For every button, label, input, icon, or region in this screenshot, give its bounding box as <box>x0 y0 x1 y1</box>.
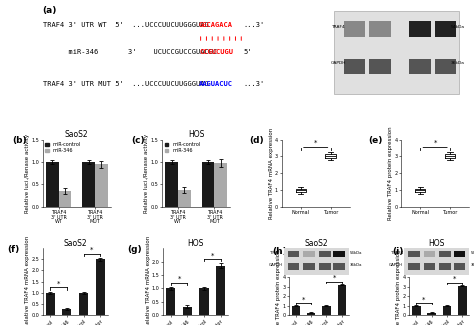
Bar <box>95 164 108 207</box>
Bar <box>96 259 105 315</box>
FancyBboxPatch shape <box>410 59 431 74</box>
Text: (b): (b) <box>12 136 27 145</box>
Text: 36kDa: 36kDa <box>451 61 465 65</box>
Bar <box>202 162 215 207</box>
FancyBboxPatch shape <box>334 11 459 94</box>
Text: *: * <box>90 247 93 253</box>
FancyBboxPatch shape <box>344 21 365 37</box>
Text: (i): (i) <box>392 247 404 256</box>
Bar <box>165 162 178 207</box>
Text: CCGUCUGU: CCGUCUGU <box>199 49 233 55</box>
Text: GGCAGACA: GGCAGACA <box>199 22 233 28</box>
Text: GAPDH: GAPDH <box>331 61 346 65</box>
Bar <box>183 307 192 315</box>
Title: SaoS2: SaoS2 <box>65 130 89 139</box>
Y-axis label: Relative luci./Renase activity: Relative luci./Renase activity <box>25 134 30 213</box>
Text: (a): (a) <box>43 6 57 16</box>
FancyBboxPatch shape <box>369 21 391 37</box>
Text: 54kDa: 54kDa <box>451 25 465 29</box>
Text: ...3': ...3' <box>244 81 265 87</box>
FancyBboxPatch shape <box>410 21 431 37</box>
Text: (c): (c) <box>131 136 145 145</box>
Bar <box>216 266 225 315</box>
Bar <box>46 162 58 207</box>
Text: *: * <box>177 276 181 282</box>
Text: 5': 5' <box>244 49 252 55</box>
Bar <box>215 163 227 207</box>
Y-axis label: Relative TRAF4 protein expression: Relative TRAF4 protein expression <box>388 126 393 220</box>
Text: *: * <box>433 140 437 146</box>
Text: TRAF4 3' UTR WT  5'  ...UCCCUUCUUGGGUAG: TRAF4 3' UTR WT 5' ...UCCCUUCUUGGGUAG <box>43 22 209 28</box>
Text: (d): (d) <box>249 136 264 145</box>
Text: miR-346       3'    UCUCCGUCCGUACGC: miR-346 3' UCUCCGUCCGUACGC <box>43 49 217 55</box>
Text: TRAF4: TRAF4 <box>331 25 345 29</box>
Legend: miR-control, miR-346: miR-control, miR-346 <box>45 142 81 153</box>
FancyBboxPatch shape <box>435 21 456 37</box>
Title: HOS: HOS <box>188 130 204 139</box>
Text: (g): (g) <box>128 245 142 254</box>
Title: SaoS2: SaoS2 <box>64 239 87 248</box>
Text: TRAF4 3' UTR MUT 5'  ...UCCCUUCUUGGGUAG: TRAF4 3' UTR MUT 5' ...UCCCUUCUUGGGUAG <box>43 81 209 87</box>
Text: ...3': ...3' <box>244 22 265 28</box>
Y-axis label: Relative TRAF4 mRNA expression: Relative TRAF4 mRNA expression <box>25 236 30 325</box>
Bar <box>178 190 191 207</box>
Bar <box>46 293 55 315</box>
Y-axis label: Relative TRAF4 mRNA expression: Relative TRAF4 mRNA expression <box>146 236 151 325</box>
Text: (h): (h) <box>272 247 287 256</box>
Bar <box>79 293 88 315</box>
Text: *: * <box>211 253 214 259</box>
Text: *: * <box>314 140 318 146</box>
FancyBboxPatch shape <box>369 59 391 74</box>
Text: AAGUACUC: AAGUACUC <box>199 81 233 87</box>
Bar <box>200 288 209 315</box>
Text: (e): (e) <box>368 136 383 145</box>
Legend: miR-control, miR-346: miR-control, miR-346 <box>164 142 201 153</box>
Bar <box>62 309 72 315</box>
Bar <box>82 162 95 207</box>
Y-axis label: Relative TRAF4 mRNA expression: Relative TRAF4 mRNA expression <box>269 127 273 219</box>
Title: HOS: HOS <box>188 239 204 248</box>
Y-axis label: Relative luci./Renase activity: Relative luci./Renase activity <box>145 134 149 213</box>
Bar <box>58 191 71 207</box>
FancyBboxPatch shape <box>435 59 456 74</box>
FancyBboxPatch shape <box>344 59 365 74</box>
Bar <box>166 288 175 315</box>
Text: *: * <box>57 281 60 287</box>
Text: (f): (f) <box>7 245 19 254</box>
